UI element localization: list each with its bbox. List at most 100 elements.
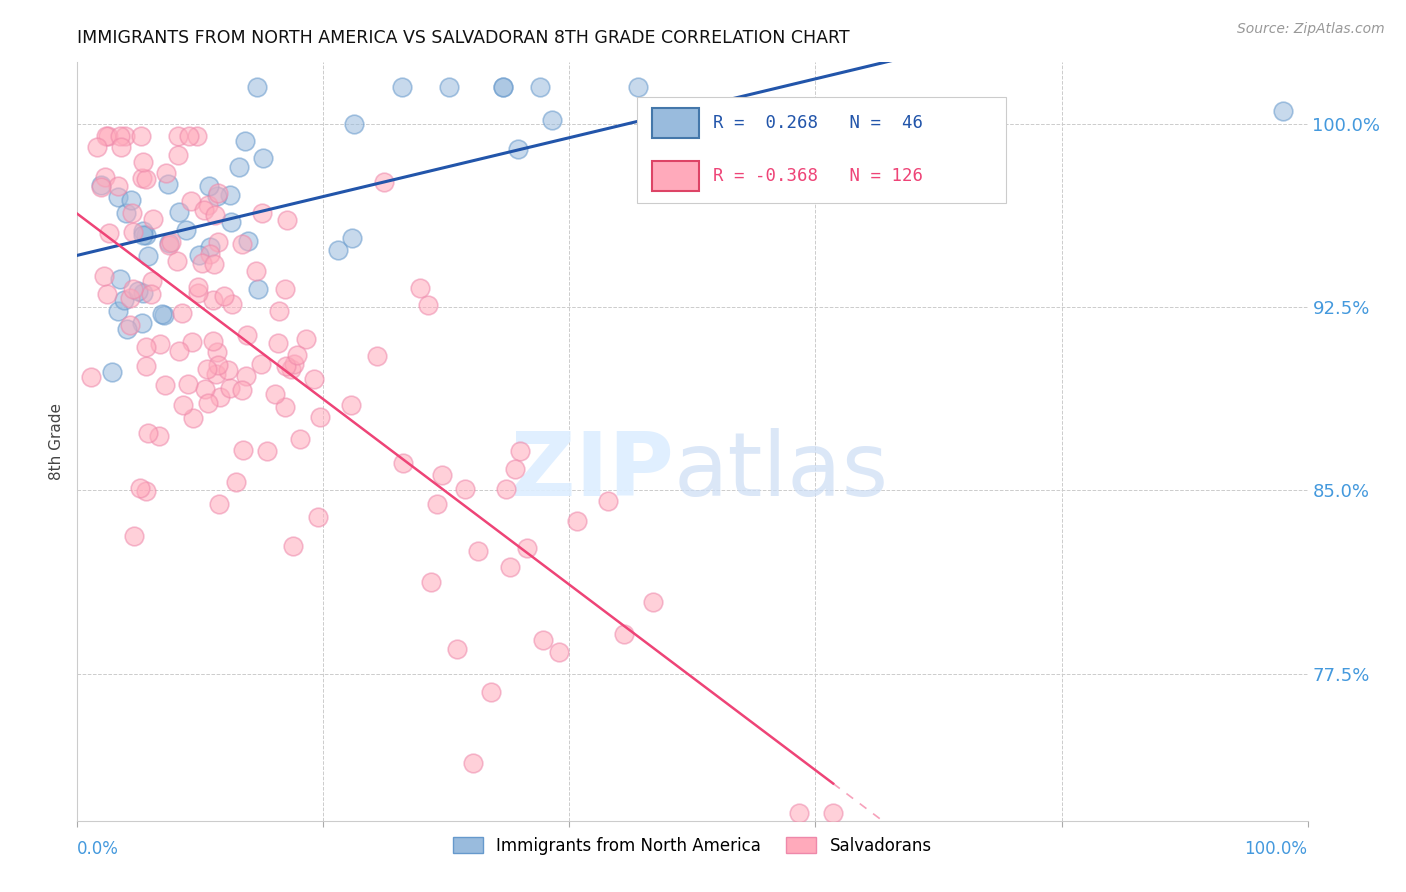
Point (267, 336, 290, 351)
Point (256, 444, 278, 458)
Point (172, 398, 194, 412)
Point (166, 148, 188, 162)
Point (233, 134, 256, 148)
Point (195, 362, 218, 376)
Legend: Immigrants from North America, Salvadorans: Immigrants from North America, Salvadora… (447, 830, 938, 862)
Point (132, 224, 155, 238)
Text: IMMIGRANTS FROM NORTH AMERICA VS SALVADORAN 8TH GRADE CORRELATION CHART: IMMIGRANTS FROM NORTH AMERICA VS SALVADO… (77, 29, 851, 47)
Point (509, 444, 531, 458)
Point (198, 247, 221, 261)
Point (596, 493, 619, 508)
Point (246, 282, 269, 296)
Point (197, 396, 219, 410)
Point (181, 410, 204, 425)
Text: atlas: atlas (673, 428, 889, 516)
Point (80, 369, 103, 384)
Point (202, 257, 225, 271)
Point (823, 806, 845, 821)
Point (97, 128, 120, 143)
Point (180, 334, 202, 349)
Point (246, 79, 269, 94)
Point (308, 410, 330, 425)
Point (221, 297, 243, 311)
Point (135, 359, 157, 374)
Point (110, 272, 132, 286)
Point (180, 194, 202, 208)
Point (194, 382, 217, 396)
Point (225, 475, 247, 489)
Point (231, 383, 253, 397)
Point (114, 128, 136, 143)
Y-axis label: 8th Grade: 8th Grade (49, 403, 65, 480)
Point (122, 225, 145, 239)
Point (110, 140, 132, 154)
Point (342, 231, 364, 245)
Point (205, 344, 228, 359)
Point (200, 239, 222, 253)
Point (307, 510, 329, 524)
Point (120, 194, 142, 208)
Point (454, 482, 477, 496)
Point (132, 227, 155, 242)
Point (295, 332, 318, 346)
Point (218, 381, 240, 395)
Point (437, 79, 460, 94)
Point (274, 359, 297, 374)
Point (508, 142, 530, 156)
Point (107, 304, 129, 318)
Point (136, 425, 159, 440)
Point (94, 128, 117, 143)
Point (207, 186, 229, 200)
Point (157, 238, 180, 252)
Point (122, 529, 145, 543)
Point (238, 234, 260, 248)
Point (142, 212, 165, 227)
Point (149, 337, 172, 351)
Point (263, 387, 285, 401)
Point (219, 215, 242, 229)
Point (141, 286, 163, 301)
Point (135, 227, 157, 242)
Point (565, 514, 588, 528)
Point (167, 128, 190, 143)
Point (177, 128, 200, 143)
Point (93, 169, 115, 184)
Text: Source: ZipAtlas.com: Source: ZipAtlas.com (1237, 22, 1385, 37)
Point (132, 285, 155, 300)
Point (492, 79, 515, 94)
Point (250, 357, 273, 371)
Point (121, 282, 143, 296)
Point (498, 559, 520, 574)
Point (236, 327, 259, 342)
Point (117, 322, 139, 336)
Bar (652, 108, 699, 138)
Point (93, 268, 115, 283)
Point (232, 442, 254, 457)
Point (416, 298, 439, 312)
Point (205, 189, 228, 203)
Point (209, 390, 232, 404)
Point (167, 344, 190, 359)
Point (136, 249, 159, 263)
Point (531, 633, 554, 648)
Point (409, 280, 432, 294)
Point (641, 595, 664, 609)
Point (201, 334, 224, 349)
Point (267, 304, 290, 318)
Point (541, 113, 564, 128)
Point (128, 481, 150, 495)
Point (274, 401, 297, 415)
Point (188, 247, 211, 261)
Point (186, 128, 208, 143)
Point (516, 541, 538, 556)
Point (159, 235, 181, 249)
Point (276, 213, 298, 227)
Point (141, 274, 163, 288)
Point (176, 223, 198, 237)
Point (112, 293, 135, 308)
Point (285, 348, 308, 362)
Point (789, 806, 811, 821)
Point (150, 307, 173, 321)
Point (426, 498, 449, 512)
Point (101, 365, 124, 379)
